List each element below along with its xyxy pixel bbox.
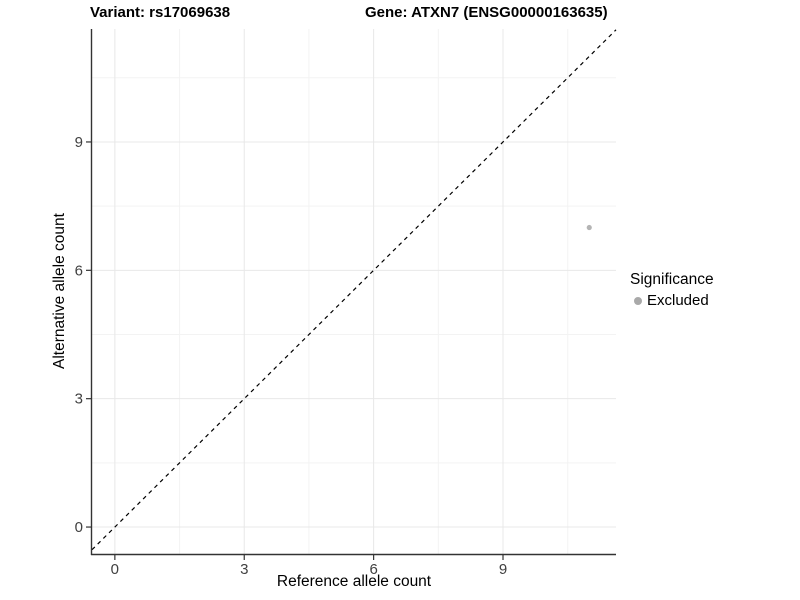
y-tick-label: 6 — [75, 262, 83, 279]
x-tick-label: 3 — [240, 561, 248, 578]
legend-item-excluded: Excluded — [630, 292, 714, 309]
excluded-point-icon — [634, 296, 642, 305]
x-axis-title: Reference allele count — [276, 573, 432, 590]
legend: Significance Excluded — [630, 271, 714, 309]
variant-title: Variant: rs17069638 — [90, 4, 231, 21]
y-tick-label: 0 — [75, 519, 83, 536]
y-tick-label: 3 — [75, 391, 83, 408]
legend-title: Significance — [630, 271, 714, 288]
y-tick-label: 9 — [75, 134, 83, 151]
identity-dashed-line — [91, 29, 617, 551]
gene-title: Gene: ATXN7 (ENSG00000163635) — [365, 4, 608, 21]
x-tick-label: 6 — [369, 561, 377, 578]
legend-item-label: Excluded — [647, 292, 709, 309]
x-tick-label: 9 — [499, 561, 507, 578]
y-axis-title: Alternative allele count — [51, 213, 68, 369]
x-tick-label: 0 — [111, 561, 119, 578]
data-point-excluded — [586, 224, 592, 231]
